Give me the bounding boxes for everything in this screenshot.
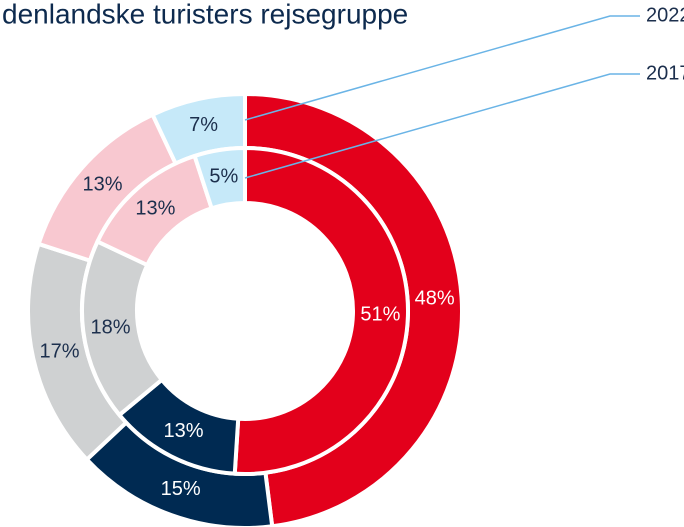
value-label: 17%: [40, 341, 80, 363]
slice: [232, 145, 410, 476]
chart-title: denlandske turisters rejsegruppe: [2, 0, 408, 29]
value-label: 13%: [163, 420, 203, 442]
value-label: 7%: [189, 114, 218, 136]
value-label: 18%: [91, 316, 131, 338]
series-label: 2017: [646, 62, 684, 84]
value-label: 51%: [360, 304, 400, 326]
value-label: 13%: [82, 174, 122, 196]
callout-line: [244, 73, 640, 179]
value-label: 13%: [135, 198, 175, 220]
value-label: 15%: [161, 478, 201, 500]
value-label: 5%: [209, 165, 238, 187]
callout-line: [244, 15, 640, 121]
slice: [192, 145, 247, 211]
series-label: 2022: [646, 4, 684, 26]
value-label: 48%: [415, 287, 455, 309]
